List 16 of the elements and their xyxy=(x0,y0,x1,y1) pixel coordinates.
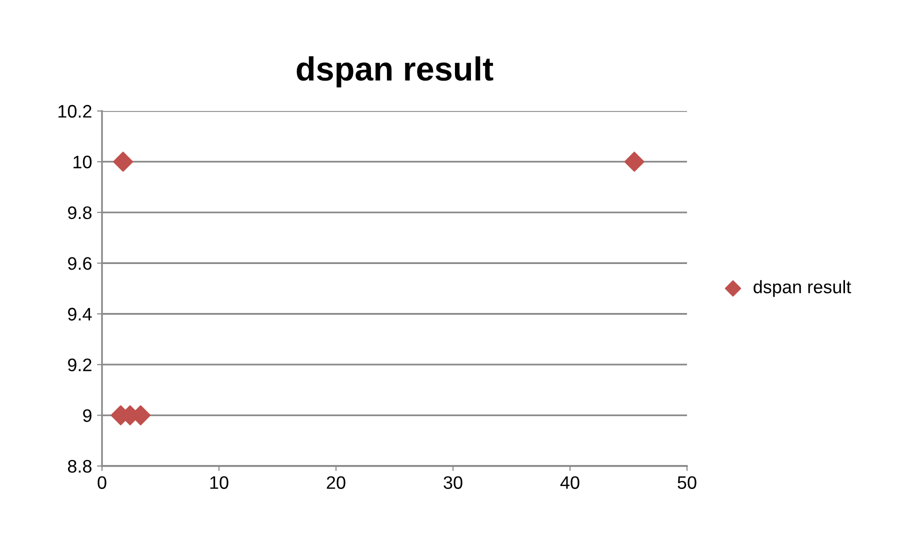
x-tick-label: 0 xyxy=(98,476,106,489)
chart-title: dspan result xyxy=(296,56,494,88)
x-tick-label: 50 xyxy=(678,476,696,489)
x-tick-label: 20 xyxy=(326,476,346,489)
y-tick-label: 10 xyxy=(74,156,92,168)
y-tick-label: 9.8 xyxy=(68,206,92,220)
legend-label: dspan result xyxy=(754,280,852,297)
y-tick-label: 9.6 xyxy=(68,257,92,270)
x-tick-label: 40 xyxy=(560,476,580,489)
y-tick-label: 10.2 xyxy=(58,104,92,118)
y-tick-label: 8.8 xyxy=(68,460,92,473)
y-tick-label: 9 xyxy=(83,409,92,422)
x-tick-label: 10 xyxy=(210,476,228,489)
x-tick-label: 30 xyxy=(444,476,462,489)
y-tick-label: 9.4 xyxy=(68,308,92,321)
y-tick-label: 9.2 xyxy=(68,358,92,372)
